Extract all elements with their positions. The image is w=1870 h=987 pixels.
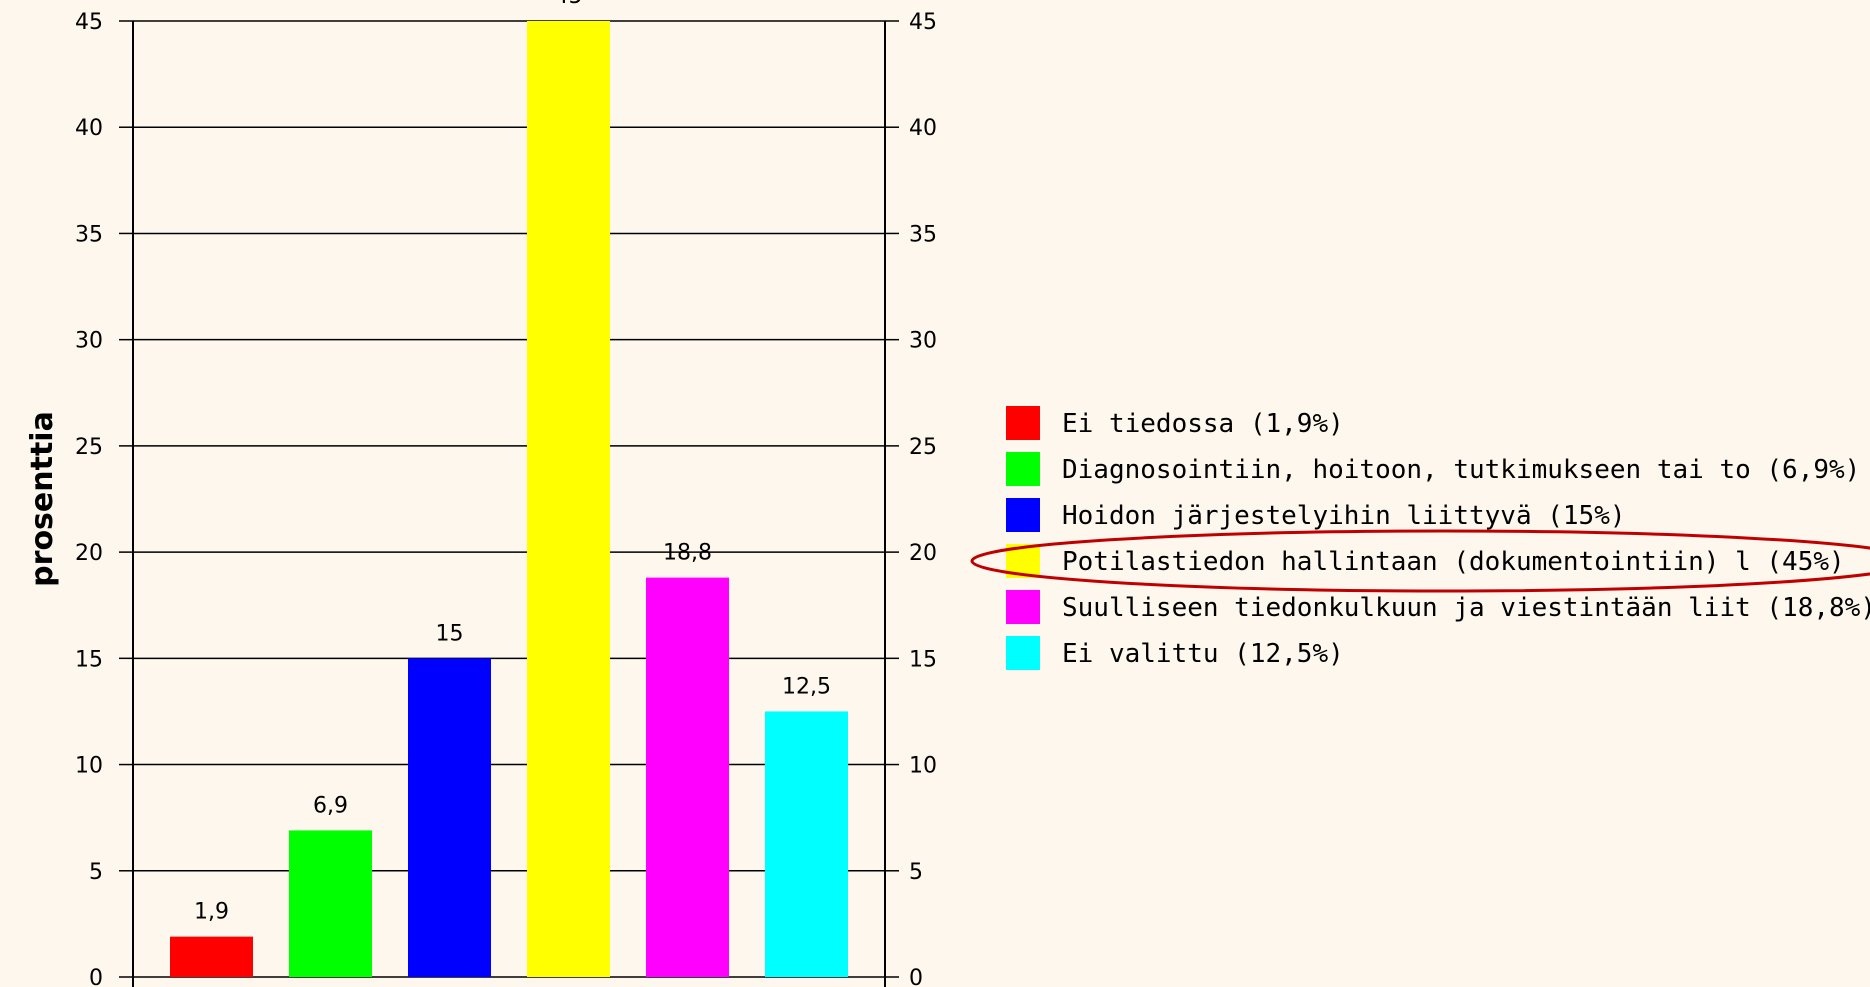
legend-item: Diagnosointiin, hoitoon, tutkimukseen ta… (1062, 455, 1860, 485)
legend-swatch (1006, 636, 1040, 670)
highlight-ellipse (970, 529, 1870, 593)
legend-swatch (1006, 498, 1040, 532)
bar[interactable] (765, 711, 848, 977)
bar[interactable] (170, 936, 253, 977)
y-tick-label-left: 35 (75, 222, 103, 247)
bar[interactable] (646, 577, 729, 977)
data-label: 18,8 (663, 541, 712, 566)
data-label: 1,9 (194, 900, 229, 925)
legend-swatch (1006, 406, 1040, 440)
y-axis-label: prosenttia (25, 411, 60, 587)
bar[interactable] (527, 21, 610, 977)
legend-item: Potilastiedon hallintaan (dokumentointii… (1062, 547, 1845, 577)
y-tick-label-left: 5 (89, 860, 103, 885)
legend-item: Ei valittu (12,5%) (1062, 639, 1344, 669)
y-tick-label-right: 35 (909, 222, 937, 247)
legend-item: Suulliseen tiedonkulkuun ja viestintään … (1062, 593, 1870, 623)
y-tick-label-right: 10 (909, 754, 937, 779)
y-tick-label-right: 30 (909, 329, 937, 354)
data-label: 45 (555, 0, 583, 9)
y-tick-label-right: 45 (909, 10, 937, 35)
bar[interactable] (408, 658, 491, 977)
y-tick-label-right: 5 (909, 860, 923, 885)
y-tick-label-left: 25 (75, 435, 103, 460)
bar[interactable] (289, 830, 372, 977)
legend-swatch (1006, 452, 1040, 486)
y-tick-label-left: 45 (75, 10, 103, 35)
y-tick-label-left: 0 (89, 966, 103, 987)
y-tick-label-left: 10 (75, 754, 103, 779)
y-tick-label-right: 20 (909, 541, 937, 566)
y-tick-label-left: 30 (75, 329, 103, 354)
data-label: 15 (436, 621, 464, 646)
y-tick-label-right: 15 (909, 647, 937, 672)
y-tick-label-right: 0 (909, 966, 923, 987)
y-tick-label-left: 40 (75, 116, 103, 141)
data-label: 6,9 (313, 793, 348, 818)
y-tick-label-left: 20 (75, 541, 103, 566)
y-tick-label-right: 40 (909, 116, 937, 141)
data-label: 12,5 (782, 674, 831, 699)
y-tick-label-left: 15 (75, 647, 103, 672)
legend-item: Ei tiedossa (1,9%) (1062, 409, 1344, 439)
legend-swatch (1006, 590, 1040, 624)
y-tick-label-right: 25 (909, 435, 937, 460)
legend-item: Hoidon järjestelyihin liittyvä (15%) (1062, 501, 1626, 531)
